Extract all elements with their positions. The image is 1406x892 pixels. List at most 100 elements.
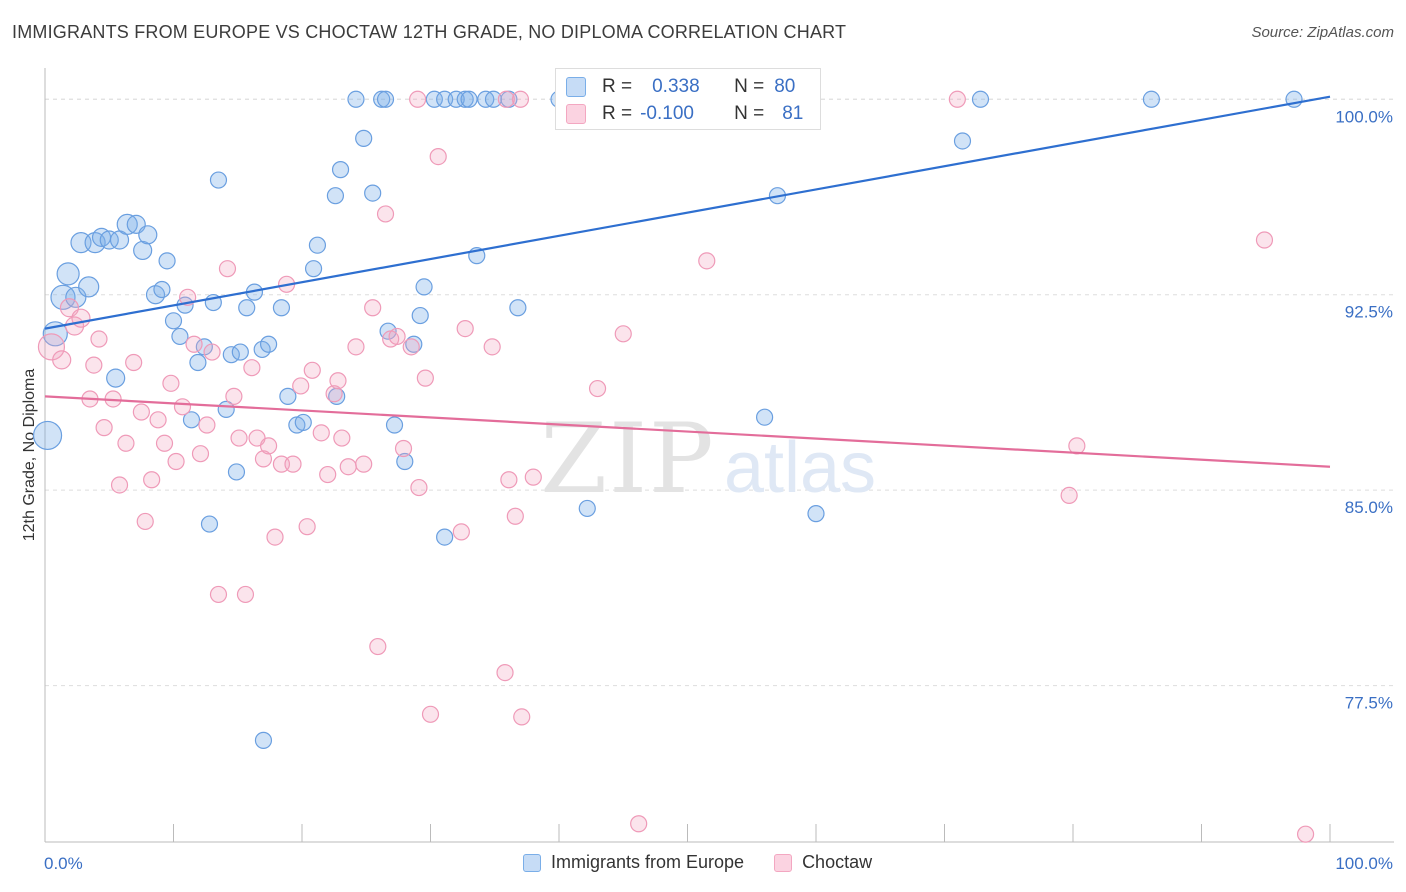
point-immigrants-from-europe bbox=[447, 90, 465, 108]
point-immigrants-from-europe bbox=[396, 452, 414, 471]
stats-r-value-blue: 0.338 bbox=[652, 76, 700, 97]
legend-item-choctaw: Choctaw bbox=[774, 852, 872, 873]
point-choctaw bbox=[143, 471, 161, 489]
point-immigrants-from-europe bbox=[171, 327, 189, 346]
point-choctaw bbox=[218, 260, 237, 278]
point-immigrants-from-europe bbox=[415, 278, 433, 296]
point-immigrants-from-europe bbox=[304, 260, 323, 278]
point-choctaw bbox=[85, 356, 103, 374]
point-immigrants-from-europe bbox=[578, 499, 596, 518]
point-immigrants-from-europe bbox=[182, 411, 201, 429]
watermark-zip: ZIP bbox=[540, 403, 715, 515]
point-choctaw bbox=[1255, 231, 1274, 249]
point-choctaw bbox=[303, 361, 321, 379]
legend-label-immigrants-from-europe: Immigrants from Europe bbox=[551, 852, 745, 872]
point-choctaw bbox=[506, 507, 524, 525]
point-choctaw bbox=[409, 90, 427, 108]
point-choctaw bbox=[259, 437, 278, 455]
point-choctaw bbox=[421, 705, 440, 723]
point-choctaw bbox=[162, 374, 180, 392]
trend-line-immigrants-from-europe bbox=[44, 95, 1331, 330]
point-choctaw bbox=[90, 330, 108, 348]
y-tick-label: 92.5% bbox=[1345, 303, 1393, 322]
point-immigrants-from-europe bbox=[78, 276, 100, 298]
point-immigrants-from-europe bbox=[953, 132, 972, 150]
point-choctaw bbox=[388, 327, 406, 346]
point-immigrants-from-europe bbox=[138, 225, 158, 245]
point-immigrants-from-europe bbox=[411, 306, 429, 325]
legend-swatch-blue bbox=[523, 853, 541, 872]
point-choctaw bbox=[339, 458, 357, 476]
point-immigrants-from-europe bbox=[158, 252, 176, 270]
stats-swatch-pink bbox=[566, 104, 586, 124]
point-choctaw bbox=[483, 338, 501, 356]
point-immigrants-from-europe bbox=[385, 416, 404, 434]
stats-box: R = 0.338 N = 80 R = -0.100 N = 81 bbox=[555, 68, 821, 130]
point-choctaw bbox=[110, 476, 129, 494]
legend-item-immigrants-from-europe: Immigrants from Europe bbox=[523, 852, 744, 873]
point-choctaw bbox=[132, 403, 150, 421]
stats-r-label: R = bbox=[602, 103, 633, 124]
point-choctaw bbox=[347, 338, 365, 356]
point-choctaw bbox=[173, 398, 192, 416]
stats-n-value-blue: 80 bbox=[774, 76, 796, 97]
point-immigrants-from-europe bbox=[509, 299, 527, 317]
stats-row-blue: R = 0.338 N = 80 bbox=[566, 74, 795, 100]
point-immigrants-from-europe bbox=[373, 90, 391, 108]
y-tick-label: 85.0% bbox=[1345, 498, 1393, 517]
point-choctaw bbox=[203, 343, 221, 361]
point-choctaw bbox=[588, 379, 607, 398]
point-immigrants-from-europe bbox=[460, 90, 478, 108]
point-immigrants-from-europe bbox=[355, 129, 373, 147]
point-immigrants-from-europe bbox=[259, 335, 278, 353]
point-choctaw bbox=[37, 333, 66, 361]
x-tick-label-min: 0.0% bbox=[44, 854, 83, 873]
point-choctaw bbox=[325, 385, 343, 403]
point-immigrants-from-europe bbox=[56, 262, 80, 286]
point-choctaw bbox=[52, 350, 72, 370]
point-immigrants-from-europe bbox=[331, 161, 350, 179]
point-immigrants-from-europe bbox=[50, 284, 76, 310]
point-choctaw bbox=[496, 664, 514, 682]
point-immigrants-from-europe bbox=[200, 515, 219, 533]
point-choctaw bbox=[254, 450, 273, 468]
stats-row-pink: R = -0.100 N = 81 bbox=[566, 101, 803, 127]
point-choctaw bbox=[236, 585, 255, 604]
point-immigrants-from-europe bbox=[347, 90, 365, 108]
point-immigrants-from-europe bbox=[436, 528, 454, 546]
point-choctaw bbox=[312, 424, 330, 442]
point-immigrants-from-europe bbox=[294, 413, 312, 432]
point-choctaw bbox=[500, 471, 518, 489]
point-choctaw bbox=[209, 585, 228, 604]
point-choctaw bbox=[125, 353, 143, 372]
point-choctaw bbox=[402, 338, 420, 356]
point-immigrants-from-europe bbox=[32, 420, 63, 451]
legend-swatch-pink bbox=[774, 853, 793, 872]
point-choctaw bbox=[355, 455, 373, 473]
point-immigrants-from-europe bbox=[272, 299, 291, 317]
point-choctaw bbox=[284, 455, 302, 473]
point-choctaw bbox=[511, 90, 530, 108]
point-choctaw bbox=[136, 512, 154, 531]
point-choctaw bbox=[198, 416, 216, 434]
point-choctaw bbox=[394, 439, 413, 458]
watermark: ZIP atlas bbox=[540, 403, 876, 515]
trend-line-choctaw bbox=[44, 395, 1331, 468]
point-choctaw bbox=[524, 468, 542, 486]
point-choctaw bbox=[149, 411, 167, 429]
point-immigrants-from-europe bbox=[971, 90, 990, 108]
axes bbox=[44, 68, 1394, 843]
point-choctaw bbox=[95, 419, 113, 437]
point-immigrants-from-europe bbox=[153, 280, 171, 299]
point-choctaw bbox=[698, 252, 716, 270]
point-choctaw bbox=[117, 434, 135, 452]
stats-r-value-pink: -0.100 bbox=[640, 103, 694, 124]
point-choctaw bbox=[456, 320, 474, 338]
point-choctaw bbox=[410, 478, 428, 497]
x-tick-label-max: 100.0% bbox=[1335, 854, 1393, 873]
point-choctaw bbox=[452, 523, 470, 541]
point-choctaw bbox=[1060, 486, 1078, 504]
point-choctaw bbox=[167, 452, 185, 471]
point-choctaw bbox=[369, 637, 387, 656]
point-choctaw bbox=[230, 429, 248, 447]
